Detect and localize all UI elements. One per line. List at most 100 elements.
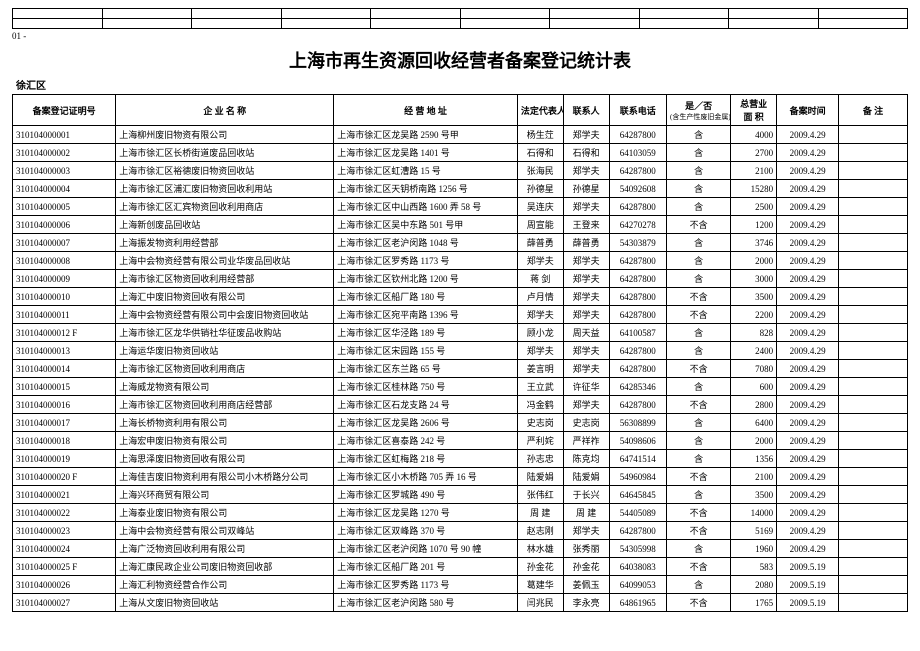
cell-legal: 陆爱娟	[517, 468, 563, 486]
cell-addr: 上海市徐汇区华泾路 189 号	[334, 324, 518, 342]
cell-contact: 孙金花	[563, 558, 609, 576]
table-row: 310104000023上海中会物资经营有限公司双峰站上海市徐汇区双峰路 370…	[13, 522, 908, 540]
cell-legal: 郑学夫	[517, 252, 563, 270]
cell-note	[839, 360, 908, 378]
cell-addr: 上海市徐汇区宛平南路 1396 号	[334, 306, 518, 324]
th-date: 备案时间	[777, 95, 839, 126]
table-row: 310104000012 F上海市徐汇区龙华供销社华征废品收购站上海市徐汇区华泾…	[13, 324, 908, 342]
cell-note	[839, 540, 908, 558]
cell-legal: 严利姹	[517, 432, 563, 450]
table-row: 310104000024上海广泛物资回收利用有限公司上海市徐汇区老沪闵路 107…	[13, 540, 908, 558]
cell-id: 310104000024	[13, 540, 116, 558]
cell-note	[839, 450, 908, 468]
cell-phone: 64099053	[609, 576, 666, 594]
cell-phone: 64285346	[609, 378, 666, 396]
th-addr: 经 营 地 址	[334, 95, 518, 126]
cell-addr: 上海市徐汇区双峰路 370 号	[334, 522, 518, 540]
cell-date: 2009.4.29	[777, 216, 839, 234]
table-row: 310104000003上海市徐汇区裕德废旧物资回收站上海市徐汇区虹漕路 15 …	[13, 162, 908, 180]
cell-contact: 许征华	[563, 378, 609, 396]
cell-flag: 含	[666, 450, 730, 468]
cell-legal: 冯金鹤	[517, 396, 563, 414]
cell-note	[839, 324, 908, 342]
table-row: 310104000010上海汇中废旧物资回收有限公司上海市徐汇区船厂路 180 …	[13, 288, 908, 306]
cell-legal: 石得和	[517, 144, 563, 162]
cell-phone: 64861965	[609, 594, 666, 612]
cell-flag: 含	[666, 198, 730, 216]
cell-id: 310104000001	[13, 126, 116, 144]
cell-area: 2800	[731, 396, 777, 414]
table-row: 310104000017上海长桥物资利用有限公司上海市徐汇区龙吴路 2606 号…	[13, 414, 908, 432]
table-row: 310104000002上海市徐汇区长桥街道废品回收站上海市徐汇区龙吴路 140…	[13, 144, 908, 162]
table-row: 310104000001上海柳州废旧物资有限公司上海市徐汇区龙吴路 2590 号…	[13, 126, 908, 144]
table-row: 310104000005上海市徐汇区汇宾物资回收利用商店上海市徐汇区中山西路 1…	[13, 198, 908, 216]
cell-area: 2080	[731, 576, 777, 594]
cell-addr: 上海市徐汇区宋园路 155 号	[334, 342, 518, 360]
cell-name: 上海振发物资利用经营部	[116, 234, 334, 252]
cell-flag: 含	[666, 126, 730, 144]
cell-area: 2000	[731, 432, 777, 450]
page-title: 上海市再生资源回收经营者备案登记统计表	[12, 47, 908, 73]
cell-id: 310104000003	[13, 162, 116, 180]
cell-legal: 史志岗	[517, 414, 563, 432]
cell-note	[839, 342, 908, 360]
th-contact: 联系人	[563, 95, 609, 126]
cell-phone: 64287800	[609, 306, 666, 324]
th-id: 备案登记证明号	[13, 95, 116, 126]
cell-contact: 郑学夫	[563, 396, 609, 414]
cell-phone: 64287800	[609, 522, 666, 540]
cell-area: 2100	[731, 162, 777, 180]
cell-area: 3746	[731, 234, 777, 252]
table-row: 310104000006上海新创废品回收站上海市徐汇区吴中东路 501 号甲周宣…	[13, 216, 908, 234]
cell-phone: 64100587	[609, 324, 666, 342]
cell-contact: 严祥祚	[563, 432, 609, 450]
cell-addr: 上海市徐汇区虹梅路 218 号	[334, 450, 518, 468]
cell-name: 上海汇中废旧物资回收有限公司	[116, 288, 334, 306]
cell-date: 2009.4.29	[777, 306, 839, 324]
cell-legal: 闫兆民	[517, 594, 563, 612]
cell-phone: 64038083	[609, 558, 666, 576]
cell-legal: 张伟红	[517, 486, 563, 504]
cell-date: 2009.4.29	[777, 396, 839, 414]
table-row: 310104000014上海市徐汇区物资回收利用商店上海市徐汇区东兰路 65 号…	[13, 360, 908, 378]
cell-contact: 石得和	[563, 144, 609, 162]
cell-legal: 吴连庆	[517, 198, 563, 216]
cell-addr: 上海市徐汇区天钥桥南路 1256 号	[334, 180, 518, 198]
cell-addr: 上海市徐汇区老沪闵路 580 号	[334, 594, 518, 612]
table-row: 310104000022上海泰业废旧物资有限公司上海市徐汇区龙吴路 1270 号…	[13, 504, 908, 522]
cell-date: 2009.4.29	[777, 342, 839, 360]
th-area: 总营业 面 积	[731, 95, 777, 126]
cell-phone: 54405089	[609, 504, 666, 522]
cell-id: 310104000022	[13, 504, 116, 522]
cell-id: 310104000006	[13, 216, 116, 234]
cell-legal: 姜言明	[517, 360, 563, 378]
cell-phone: 54960984	[609, 468, 666, 486]
cell-addr: 上海市徐汇区小木桥路 705 弄 16 号	[334, 468, 518, 486]
cell-phone: 64287800	[609, 162, 666, 180]
cell-area: 15280	[731, 180, 777, 198]
cell-name: 上海中会物资经营有限公司双峰站	[116, 522, 334, 540]
cell-addr: 上海市徐汇区桂林路 750 号	[334, 378, 518, 396]
cell-name: 上海佳吉废旧物资利用有限公司小木桥路分公司	[116, 468, 334, 486]
cell-addr: 上海市徐汇区罗秀路 1173 号	[334, 576, 518, 594]
cell-addr: 上海市徐汇区老沪闵路 1048 号	[334, 234, 518, 252]
cell-flag: 不含	[666, 360, 730, 378]
th-phone: 联系电话	[609, 95, 666, 126]
cell-contact: 陆爱娟	[563, 468, 609, 486]
cell-name: 上海市徐汇区物资回收利用商店	[116, 360, 334, 378]
cell-contact: 陈克均	[563, 450, 609, 468]
cell-id: 310104000007	[13, 234, 116, 252]
registry-table: 备案登记证明号 企 业 名 称 经 营 地 址 法定代表人 联系人 联系电话 是…	[12, 94, 908, 612]
cell-phone: 56308899	[609, 414, 666, 432]
cell-id: 310104000016	[13, 396, 116, 414]
cell-contact: 郑学夫	[563, 522, 609, 540]
cell-id: 310104000014	[13, 360, 116, 378]
cell-legal: 周 建	[517, 504, 563, 522]
cell-note	[839, 270, 908, 288]
cell-flag: 含	[666, 540, 730, 558]
cell-phone: 64287800	[609, 198, 666, 216]
cell-date: 2009.4.29	[777, 252, 839, 270]
cell-flag: 不含	[666, 216, 730, 234]
cell-note	[839, 558, 908, 576]
cell-name: 上海汇康民政企业公司废旧物资回收部	[116, 558, 334, 576]
